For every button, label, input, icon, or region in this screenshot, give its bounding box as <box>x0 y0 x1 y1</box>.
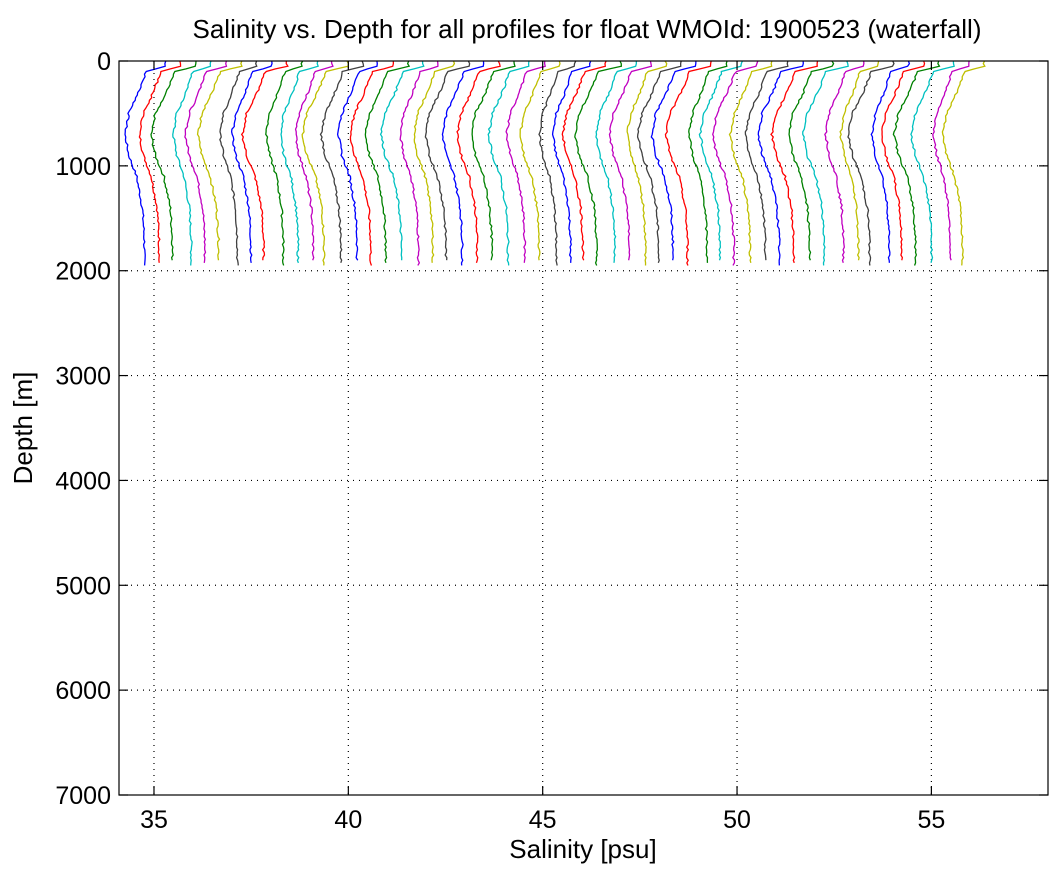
salinity-profile-line <box>196 60 243 261</box>
salinity-profile-line <box>124 60 167 266</box>
salinity-profile-line <box>824 60 865 264</box>
salinity-profile-line <box>932 60 970 261</box>
salinity-profile-line <box>413 60 456 263</box>
salinity-profile-line <box>301 60 350 266</box>
salinity-profile-line <box>364 60 411 264</box>
x-tick-label: 35 <box>140 806 168 834</box>
salinity-profile-line <box>280 60 319 264</box>
salinity-profile-line <box>574 60 623 266</box>
salinity-profile-line <box>184 60 228 263</box>
salinity-profile-line <box>230 60 273 263</box>
salinity-profile-line <box>757 60 804 266</box>
y-tick-label: 0 <box>97 48 111 76</box>
salinity-profile-line <box>744 60 789 261</box>
salinity-profile-line <box>595 60 637 263</box>
y-tick-label: 7000 <box>55 782 111 810</box>
y-tick-label: 5000 <box>55 572 111 600</box>
salinity-profile-line <box>399 60 439 266</box>
salinity-profile-line <box>294 60 334 261</box>
salinity-profile-line <box>336 60 378 261</box>
x-tick-label: 45 <box>529 806 557 834</box>
salinity-profile-line <box>519 60 561 261</box>
axis-ticks: 35 40 45 50 55 0 1000 2000 3000 4000 5000 6000 7000 <box>55 48 1048 834</box>
chart-title: Salinity vs. Depth for all profiles for … <box>193 14 982 44</box>
salinity-profile-line <box>487 60 530 266</box>
salinity-profile-line <box>698 60 743 261</box>
salinity-profile-line <box>910 60 955 264</box>
salinity-profile-line <box>561 60 607 261</box>
x-tick-label: 55 <box>917 806 945 834</box>
salinity-profile-line <box>150 60 197 261</box>
salinity-profile-line <box>424 60 471 261</box>
salinity-profile-line <box>608 60 653 261</box>
salinity-profile-line <box>802 60 849 266</box>
salinity-profile-line <box>626 60 668 266</box>
salinity-profile-line <box>847 60 895 266</box>
salinity-profile-line <box>138 60 182 263</box>
salinity-profile-line <box>441 60 485 266</box>
salinity-profile-line <box>319 60 365 264</box>
salinity-profiles <box>124 60 986 266</box>
salinity-profile-line <box>505 60 546 263</box>
salinity-profile-line <box>456 60 501 264</box>
y-tick-label: 3000 <box>55 363 111 391</box>
salinity-profile-line <box>664 60 712 266</box>
y-axis-label: Depth [m] <box>8 372 38 485</box>
grid-lines <box>119 61 1048 795</box>
salinity-profile-line <box>892 60 941 266</box>
plot-frame <box>118 60 1049 796</box>
salinity-profile-line <box>788 60 835 261</box>
salinity-profile-line <box>839 60 880 261</box>
y-tick-label: 2000 <box>55 258 111 286</box>
salinity-profile-line <box>688 60 728 263</box>
salinity-profile-line <box>870 60 911 263</box>
salinity-profile-line <box>636 60 682 264</box>
x-tick-label: 50 <box>723 806 751 834</box>
salinity-profile-line <box>265 60 304 266</box>
salinity-profile-line <box>349 60 395 266</box>
salinity-profile-line <box>650 60 697 261</box>
y-tick-label: 1000 <box>55 153 111 181</box>
salinity-profile-line <box>770 60 819 264</box>
salinity-profile-line <box>240 60 289 261</box>
salinity-profile-line <box>379 60 425 261</box>
salinity-profile-line <box>538 60 577 266</box>
salinity-profile-line <box>471 60 516 261</box>
y-tick-label: 6000 <box>55 677 111 705</box>
salinity-profile-line <box>219 60 258 266</box>
y-tick-label: 4000 <box>55 467 111 495</box>
salinity-profile-line <box>172 60 212 266</box>
salinity-profile-line <box>881 60 926 261</box>
x-axis-label: Salinity [psu] <box>509 834 656 864</box>
salinity-profile-line <box>941 60 986 266</box>
salinity-profile-line <box>728 60 773 264</box>
x-tick-label: 40 <box>334 806 362 834</box>
salinity-profile-line <box>712 60 759 266</box>
salinity-profile-line <box>551 60 592 263</box>
